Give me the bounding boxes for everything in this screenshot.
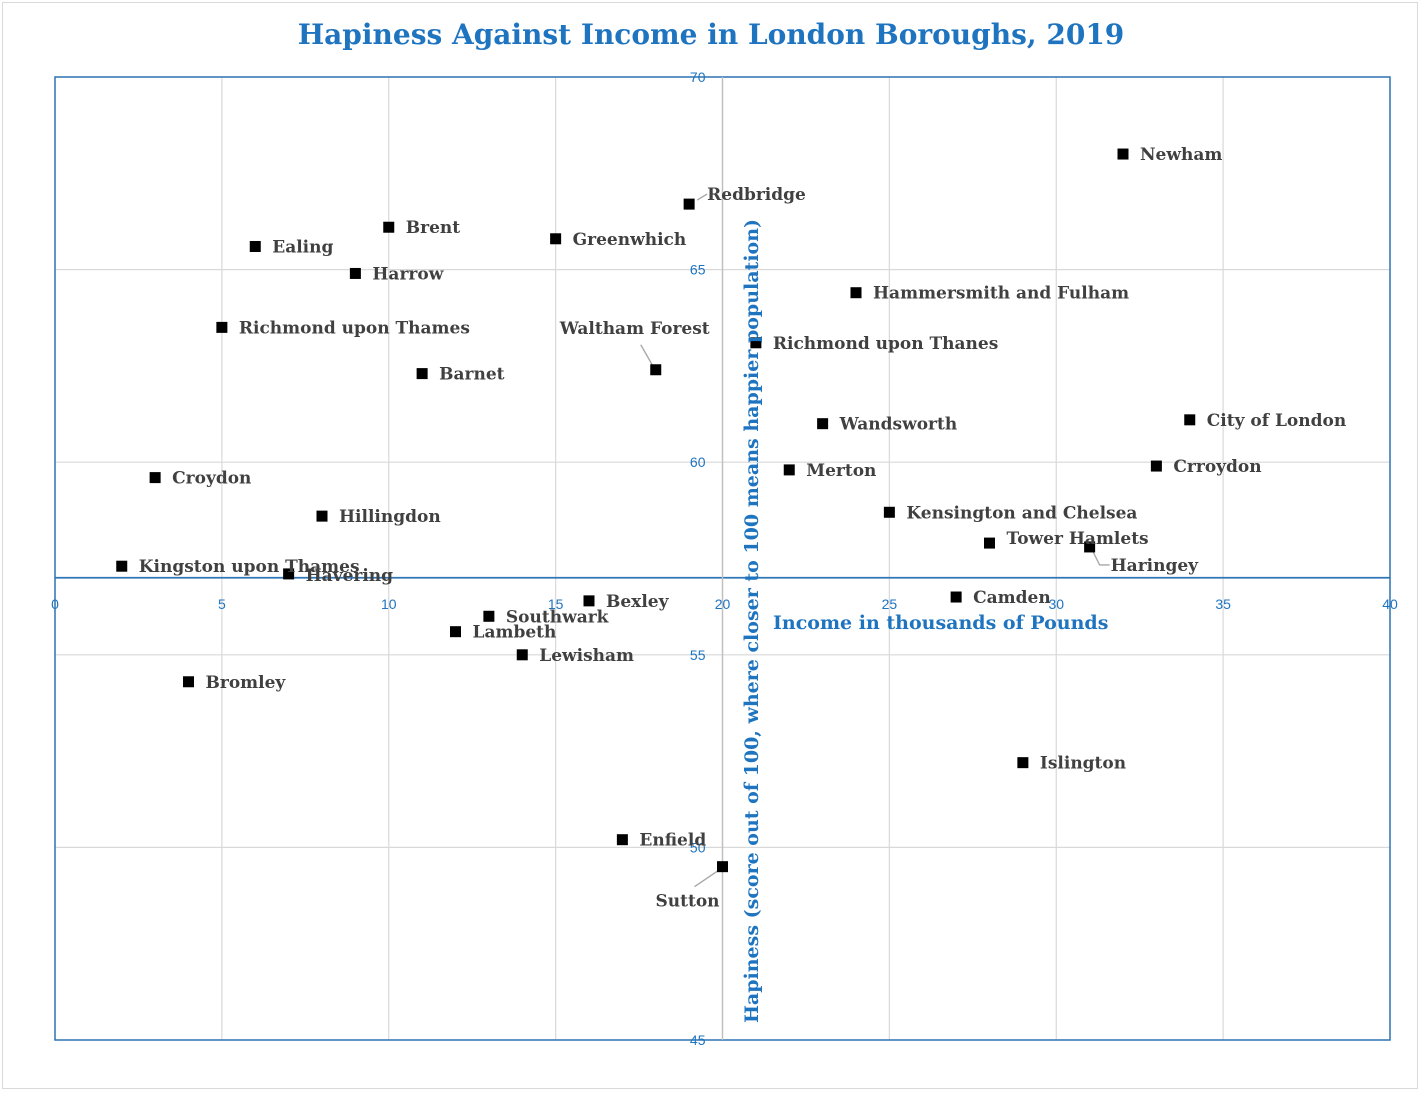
data-point — [817, 418, 829, 430]
data-label: Waltham Forest — [559, 319, 710, 339]
data-point — [1084, 541, 1096, 553]
y-tick-label: 60 — [690, 454, 706, 470]
data-label: Merton — [806, 461, 876, 481]
leader-line — [640, 344, 654, 367]
data-label: Enfield — [639, 831, 706, 851]
data-point — [483, 610, 495, 622]
data-points — [116, 148, 1196, 873]
data-point — [116, 560, 128, 572]
x-tick-label: 30 — [1048, 596, 1064, 612]
data-label: Redbridge — [707, 185, 806, 205]
x-axis-title: Income in thousands of Pounds — [773, 612, 1108, 634]
data-label: Newham — [1140, 145, 1222, 165]
x-tick-label: 0 — [51, 596, 59, 612]
axes — [55, 77, 1390, 1040]
data-label: Croydon — [172, 469, 251, 489]
data-label: Islington — [1040, 754, 1126, 774]
y-tick-label: 70 — [690, 69, 706, 85]
data-label: Crroydon — [1173, 457, 1261, 477]
data-point — [1017, 757, 1029, 769]
x-tick-label: 10 — [381, 596, 397, 612]
data-point — [316, 510, 328, 522]
data-point — [984, 537, 995, 549]
data-point — [683, 198, 695, 210]
x-tick-label: 5 — [218, 596, 226, 612]
data-point — [183, 676, 194, 688]
y-tick-label: 45 — [690, 1032, 706, 1048]
data-point — [216, 321, 228, 333]
data-label: Barnet — [439, 365, 505, 385]
data-label: City of London — [1207, 411, 1346, 431]
leader-line — [694, 869, 720, 888]
x-tick-label: 25 — [882, 596, 898, 612]
data-label: Richmond upon Thames — [239, 318, 470, 338]
data-point — [550, 233, 562, 245]
data-point — [1184, 414, 1196, 426]
data-label: Richmond upon Thanes — [773, 334, 998, 354]
x-tick-label: 35 — [1215, 596, 1231, 612]
y-axis-title: Hapiness (score out of 100, where closer… — [741, 219, 763, 1023]
data-point — [416, 368, 428, 380]
data-point — [450, 626, 461, 638]
data-point — [349, 267, 361, 279]
data-point — [783, 464, 795, 476]
leader-line — [696, 193, 708, 201]
leader-line — [1092, 550, 1110, 566]
data-label: Kingston upon Thames — [139, 557, 360, 577]
data-point — [650, 364, 662, 376]
data-point — [583, 595, 595, 607]
data-label: Southwark — [506, 607, 610, 627]
data-point — [717, 861, 728, 873]
data-point — [883, 506, 895, 518]
x-tick-label: 15 — [548, 596, 564, 612]
x-tick-label: 20 — [715, 596, 731, 612]
leader-lines — [640, 193, 1110, 888]
data-label: Tower Hamlets — [1007, 529, 1149, 549]
tick-labels: 0 5 10 15 20 25 30 35 40 45 50 55 60 65 70 — [51, 69, 1398, 1048]
y-tick-label: 50 — [690, 839, 706, 855]
data-label: Lewisham — [539, 646, 634, 666]
data-point — [249, 240, 261, 252]
data-label: Greenwhich — [573, 230, 687, 250]
data-point — [283, 568, 295, 580]
data-label: Hillingdon — [339, 507, 441, 527]
data-label: Haringey — [1111, 556, 1200, 576]
data-point — [516, 649, 528, 661]
data-point — [850, 287, 862, 299]
data-label: Havering — [306, 566, 394, 586]
data-point — [950, 591, 962, 603]
x-tick-label: 40 — [1382, 596, 1398, 612]
data-label: Harrow — [372, 264, 443, 284]
data-label: Bexley — [606, 592, 670, 612]
data-label: Wandsworth — [839, 415, 958, 435]
data-label: Lambeth — [473, 623, 557, 643]
data-label: Hammersmith and Fulham — [873, 284, 1129, 304]
grid — [54, 76, 1391, 1041]
y-tick-label: 55 — [690, 647, 706, 663]
data-point — [616, 834, 628, 846]
data-point — [750, 337, 762, 349]
data-label: Bromley — [206, 673, 287, 693]
data-label: Kensington and Chelsea — [906, 503, 1137, 523]
data-point — [383, 221, 395, 233]
chart-title: Hapiness Against Income in London Boroug… — [298, 18, 1125, 51]
data-labels: Newham Redbridge Brent Greenwhich Ealing Harr… — [139, 145, 1346, 912]
data-label: Brent — [406, 218, 461, 238]
data-label: Camden — [973, 588, 1051, 608]
data-point — [149, 472, 161, 484]
data-label: Sutton — [656, 892, 720, 912]
data-label: Ealing — [272, 237, 333, 257]
data-point — [1150, 460, 1162, 472]
y-tick-label: 65 — [690, 262, 706, 278]
data-point — [1117, 148, 1129, 160]
